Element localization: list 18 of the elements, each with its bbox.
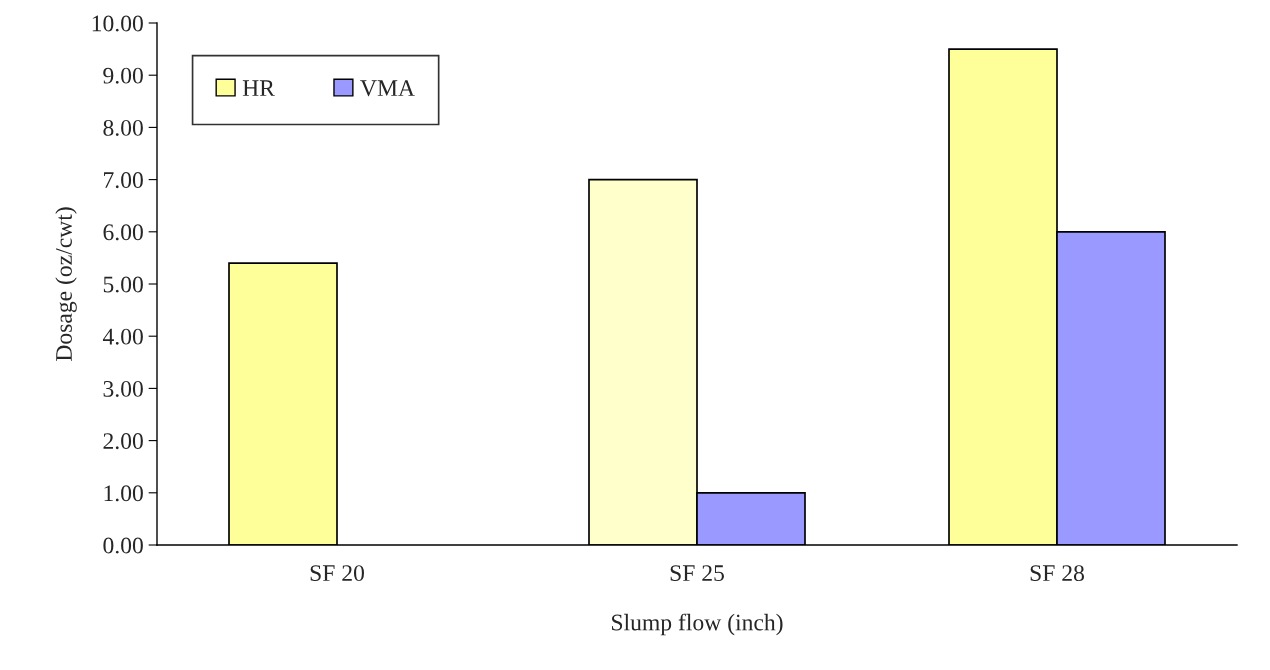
x-tick-label: SF 28 — [1030, 565, 1084, 582]
legend-label: HR — [242, 80, 275, 96]
x-axis-title: Slump flow (inch) — [612, 613, 783, 636]
y-tick-label: 3.00 — [103, 380, 143, 397]
y-tick-label: 6.00 — [103, 224, 143, 241]
x-tick-label: SF 25 — [670, 565, 724, 582]
y-tick-label: 5.00 — [103, 276, 143, 293]
y-tick-label: 1.00 — [104, 485, 143, 502]
y-tick-label: 0.00 — [103, 537, 143, 554]
y-tick-label: 8.00 — [103, 119, 143, 136]
y-tick-label: 4.00 — [102, 328, 143, 345]
y-tick-label: 10.00 — [92, 15, 143, 32]
y-tick-label: 7.00 — [104, 172, 143, 189]
legend-label: VMA — [360, 80, 415, 97]
y-axis-title: Dosage (oz/cwt) — [55, 207, 77, 362]
x-tick-label: SF 20 — [310, 565, 364, 582]
y-tick-label: 9.00 — [103, 67, 143, 84]
y-tick-label: 2.00 — [103, 433, 143, 450]
